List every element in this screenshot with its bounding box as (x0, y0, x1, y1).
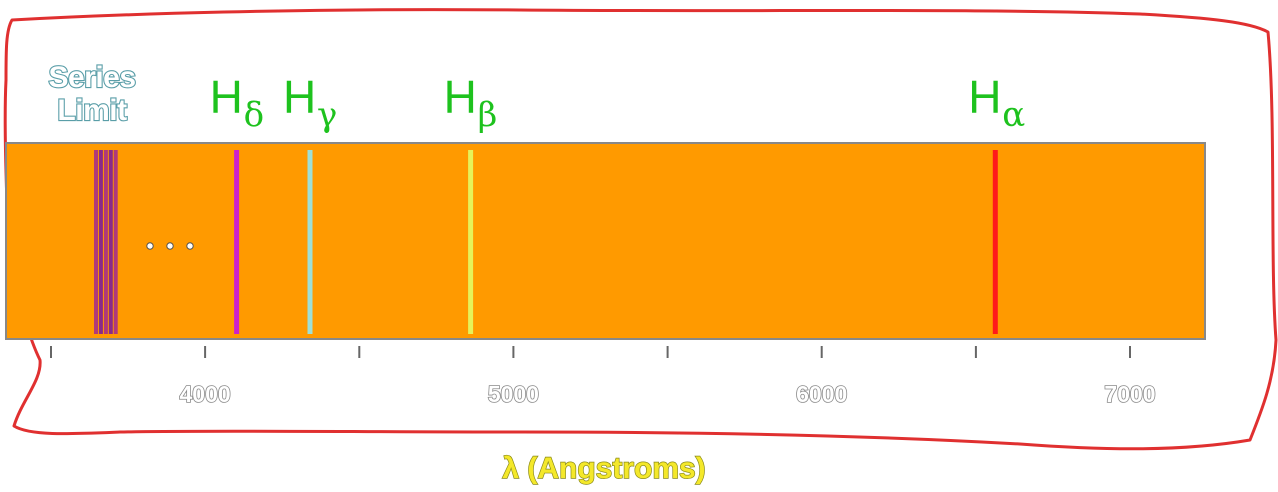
emission-line-subscript: γ (317, 95, 337, 135)
wavelength-axis-ticks (50, 346, 1131, 358)
axis-tick-label: 7000 (1104, 381, 1155, 407)
series-limit-line (94, 150, 98, 334)
ellipsis-dot (186, 242, 194, 250)
series-limit-line (103, 150, 108, 334)
series-limit-label-line1: Series (48, 61, 135, 94)
series-limit-label-line2: Limit (57, 94, 127, 127)
emission-line-subscript: α (1002, 95, 1025, 135)
axis-tick-label: 4000 (180, 381, 231, 407)
series-limit-line (98, 150, 103, 334)
axis-tick-label: 5000 (488, 381, 539, 407)
emission-line (992, 150, 998, 334)
emission-line-subscript: δ (244, 95, 264, 135)
wavelength-axis-tick-labels: 4000 5000 6000 7000 (179, 380, 1157, 408)
emission-line (234, 150, 240, 334)
emission-line-name: H (210, 71, 243, 123)
emission-line (468, 150, 474, 334)
emission-line-name: H (444, 71, 477, 123)
series-limit-lines (94, 150, 118, 334)
ellipsis-dot (146, 242, 154, 250)
emission-line-name: H (968, 71, 1001, 123)
series-limit-line (113, 150, 118, 334)
ellipsis-more-lines (146, 242, 194, 250)
emission-line-name: H (283, 71, 316, 123)
hand-drawn-annotation-outline (3, 8, 1278, 451)
emission-line-subscript: β (478, 95, 498, 135)
spectrum-band (5, 142, 1206, 340)
axis-tick-label: 6000 (796, 381, 847, 407)
emission-line (307, 150, 313, 334)
axis-title: λ (Angstroms) (502, 452, 705, 485)
emission-lines (234, 150, 998, 334)
ellipsis-dot (166, 242, 174, 250)
series-limit-line (108, 150, 113, 334)
